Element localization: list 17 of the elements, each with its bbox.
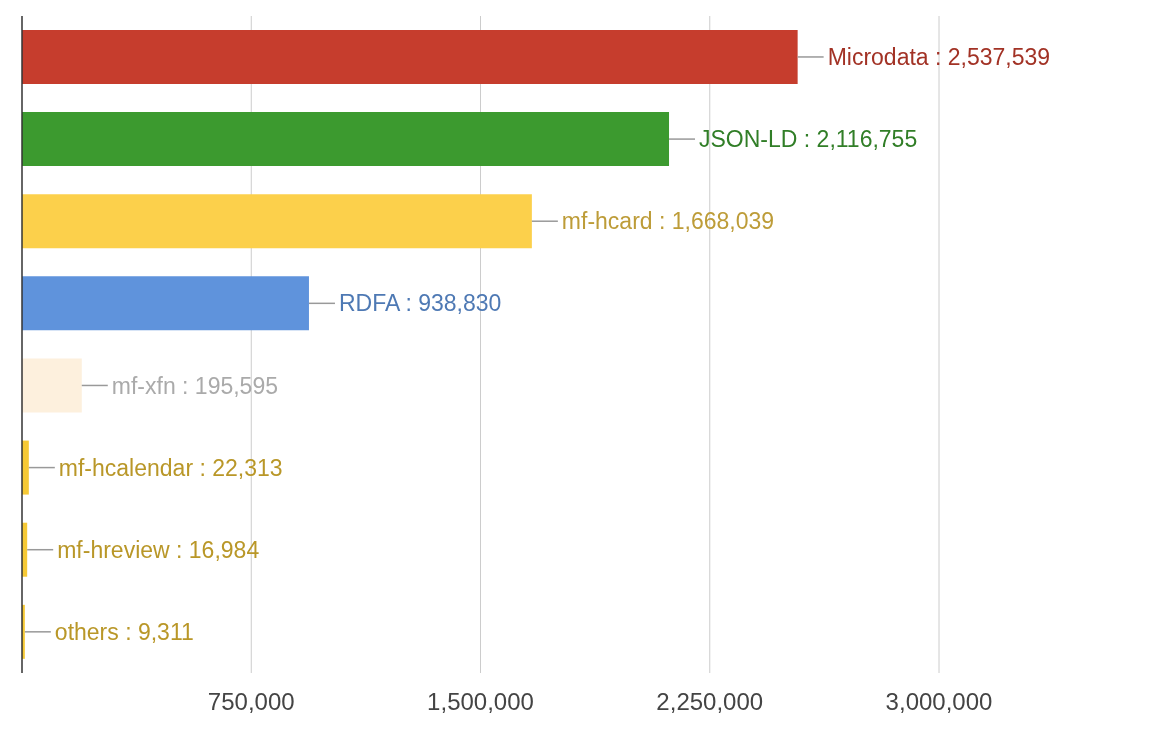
bar: [22, 29, 798, 84]
x-tick-label: 2,250,000: [656, 688, 764, 716]
data-label: mf-hreview : 16,984: [57, 536, 260, 563]
bar: [22, 112, 670, 167]
bar: [22, 276, 309, 331]
data-label: mf-xfn : 195,595: [111, 372, 278, 399]
x-tick-label: 1,500,000: [427, 688, 534, 716]
data-label: RDFA : 938,830: [338, 290, 502, 317]
data-label: mf-hcalendar : 22,313: [58, 454, 283, 481]
bar: [22, 358, 82, 413]
data-label: JSON-LD : 2,116,755: [699, 126, 918, 153]
data-label: others : 9,311: [54, 618, 194, 645]
data-label: mf-hcard : 1,668,039: [561, 208, 775, 235]
data-label: Microdata : 2,537,539: [827, 44, 1051, 71]
x-tick-label: 750,000: [207, 688, 295, 716]
x-tick-label: 3,000,000: [885, 688, 993, 716]
bar: [22, 194, 532, 249]
